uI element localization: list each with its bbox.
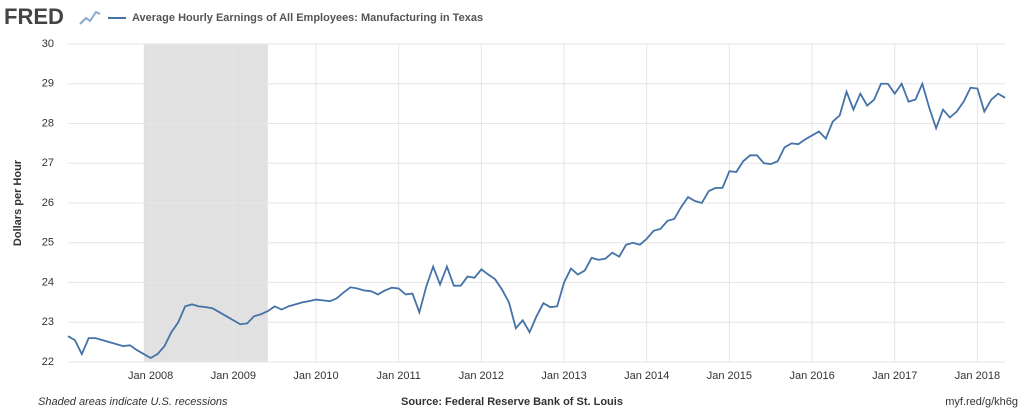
source: Source: Federal Reserve Bank of St. Loui…	[401, 396, 623, 408]
y-tick-label: 24	[42, 276, 54, 288]
x-tick-label: Jan 2009	[211, 370, 256, 382]
x-tick-label: Jan 2013	[541, 370, 586, 382]
y-tick-label: 27	[42, 157, 54, 169]
y-tick-label: 22	[42, 356, 54, 368]
legend-label: Average Hourly Earnings of All Employees…	[132, 12, 483, 24]
y-tick-label: 29	[42, 78, 54, 90]
link: myf.red/g/kh6g	[945, 396, 1018, 408]
x-tick-label: Jan 2016	[789, 370, 834, 382]
x-tick-label: Jan 2014	[624, 370, 669, 382]
x-tick-label: Jan 2018	[955, 370, 1000, 382]
series-line	[67, 81, 1006, 360]
x-tick-label: Jan 2010	[293, 370, 338, 382]
note: Shaded areas indicate U.S. recessions	[38, 396, 228, 408]
logo: FRED	[4, 4, 64, 29]
y-tick-label: 28	[42, 117, 54, 129]
y-axis-label: Dollars per Hour	[12, 159, 24, 246]
y-tick-label: 23	[42, 316, 54, 328]
x-tick-label: Jan 2012	[459, 370, 504, 382]
x-tick-label: Jan 2011	[376, 370, 420, 382]
logo-icon	[79, 10, 101, 25]
y-tick-label: 25	[42, 237, 54, 249]
y-tick-label: 30	[42, 38, 54, 50]
x-tick-label: Jan 2015	[707, 370, 752, 382]
x-tick-label: Jan 2008	[128, 370, 173, 382]
x-tick-label: Jan 2017	[872, 370, 917, 382]
y-tick-label: 26	[42, 197, 54, 209]
